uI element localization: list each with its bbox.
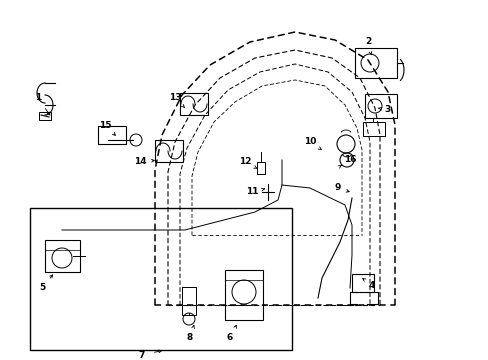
Text: 14: 14 bbox=[133, 158, 146, 166]
Bar bbox=[224, 270, 263, 320]
Text: 9: 9 bbox=[334, 184, 341, 193]
Bar bbox=[45, 240, 80, 272]
Bar bbox=[30, 208, 291, 350]
Text: 3: 3 bbox=[384, 105, 390, 114]
Text: 2: 2 bbox=[364, 37, 370, 46]
Bar bbox=[180, 93, 207, 115]
Bar bbox=[364, 94, 396, 118]
Bar bbox=[354, 48, 396, 78]
Bar bbox=[362, 122, 384, 136]
Text: 6: 6 bbox=[226, 333, 233, 342]
Text: 1: 1 bbox=[35, 94, 41, 103]
Bar bbox=[351, 274, 373, 292]
Text: 15: 15 bbox=[99, 121, 111, 130]
Bar bbox=[155, 140, 183, 162]
Text: 16: 16 bbox=[343, 156, 356, 165]
Bar bbox=[39, 112, 51, 120]
Text: 13: 13 bbox=[168, 94, 181, 103]
Text: 12: 12 bbox=[238, 158, 251, 166]
Bar bbox=[182, 287, 196, 315]
Text: 4: 4 bbox=[368, 280, 374, 289]
Text: 7: 7 bbox=[139, 351, 145, 360]
Text: 11: 11 bbox=[245, 188, 258, 197]
Bar bbox=[257, 162, 264, 174]
Text: 10: 10 bbox=[303, 138, 316, 147]
Bar bbox=[98, 126, 126, 144]
Text: 8: 8 bbox=[186, 333, 193, 342]
Text: 5: 5 bbox=[39, 284, 45, 292]
